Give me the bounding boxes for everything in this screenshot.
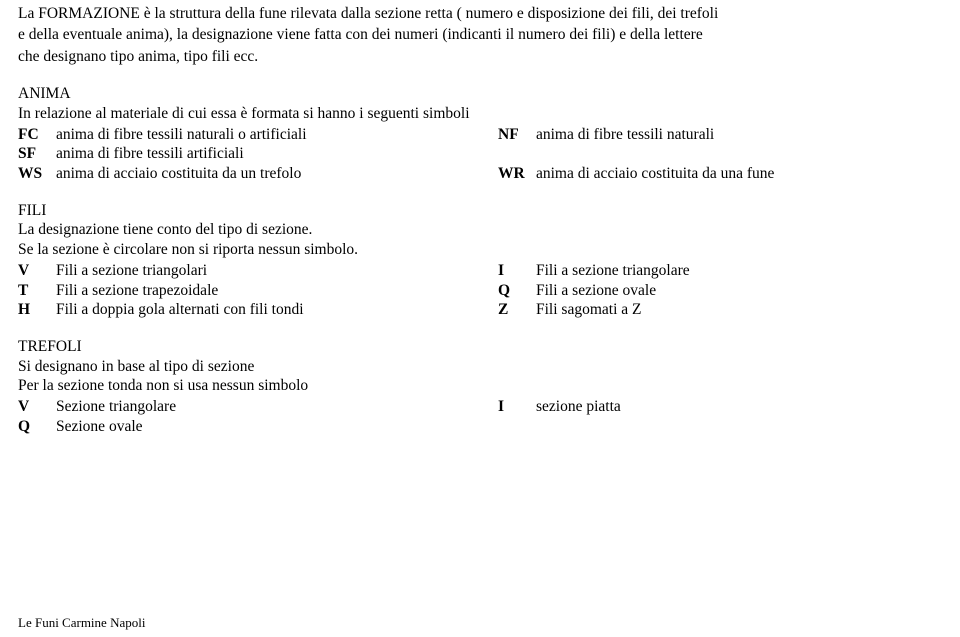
anima-row: WR anima di acciaio costituita da una fu…	[498, 164, 942, 183]
anima-row: FC anima di fibre tessili naturali o art…	[18, 125, 498, 144]
anima-left-col: FC anima di fibre tessili naturali o art…	[18, 125, 498, 183]
code-z: Z	[498, 300, 536, 319]
trefoli-row: Q Sezione ovale	[18, 417, 498, 436]
fili-row: H Fili a doppia gola alternati con fili …	[18, 300, 498, 319]
desc-nf: anima di fibre tessili naturali	[536, 125, 942, 144]
fili-line-1: La designazione tiene conto del tipo di …	[18, 220, 942, 239]
trefoli-row: V Sezione triangolare	[18, 397, 498, 416]
code-v2: V	[18, 397, 56, 416]
trefoli-left-col: V Sezione triangolare Q Sezione ovale	[18, 397, 498, 436]
anima-row: SF anima di fibre tessili artificiali	[18, 144, 498, 163]
anima-sub: In relazione al materiale di cui essa è …	[18, 104, 942, 123]
fili-row: Z Fili sagomati a Z	[498, 300, 942, 319]
fili-row: V Fili a sezione triangolari	[18, 261, 498, 280]
anima-row: WS anima di acciaio costituita da un tre…	[18, 164, 498, 183]
desc-wr: anima di acciaio costituita da una fune	[536, 164, 942, 183]
footer: Le Funi Carmine Napoli	[18, 615, 145, 631]
fili-row: I Fili a sezione triangolare	[498, 261, 942, 280]
code-empty	[498, 144, 536, 163]
fili-title: FILI	[18, 201, 942, 220]
trefoli-line-2: Per la sezione tonda non si usa nessun s…	[18, 376, 942, 395]
trefoli-row: I sezione piatta	[498, 397, 942, 416]
intro-line-3: che designano tipo anima, tipo fili ecc.	[18, 47, 942, 66]
code-v: V	[18, 261, 56, 280]
anima-right-col: NF anima di fibre tessili naturali WR an…	[498, 125, 942, 183]
fili-row: Q Fili a sezione ovale	[498, 281, 942, 300]
page: La FORMAZIONE è la struttura della fune …	[0, 0, 960, 637]
anima-row	[498, 144, 942, 163]
desc-empty2	[536, 417, 942, 436]
anima-title: ANIMA	[18, 84, 942, 103]
trefoli-right-col: I sezione piatta	[498, 397, 942, 436]
code-sf: SF	[18, 144, 56, 163]
trefoli-table: V Sezione triangolare Q Sezione ovale I …	[18, 397, 942, 436]
desc-ws: anima di acciaio costituita da un trefol…	[56, 164, 498, 183]
desc-empty	[536, 144, 942, 163]
code-fc: FC	[18, 125, 56, 144]
code-t: T	[18, 281, 56, 300]
code-h: H	[18, 300, 56, 319]
desc-v2: Sezione triangolare	[56, 397, 498, 416]
desc-v: Fili a sezione triangolari	[56, 261, 498, 280]
fili-line-2: Se la sezione è circolare non si riporta…	[18, 240, 942, 259]
desc-h: Fili a doppia gola alternati con fili to…	[56, 300, 498, 319]
trefoli-line-1: Si designano in base al tipo di sezione	[18, 357, 942, 376]
desc-q: Fili a sezione ovale	[536, 281, 942, 300]
desc-i: Fili a sezione triangolare	[536, 261, 942, 280]
fili-left-col: V Fili a sezione triangolari T Fili a se…	[18, 261, 498, 319]
code-ws: WS	[18, 164, 56, 183]
trefoli-row	[498, 417, 942, 436]
anima-row: NF anima di fibre tessili naturali	[498, 125, 942, 144]
trefoli-title: TREFOLI	[18, 337, 942, 356]
anima-table: FC anima di fibre tessili naturali o art…	[18, 125, 942, 183]
fili-table: V Fili a sezione triangolari T Fili a se…	[18, 261, 942, 319]
desc-z: Fili sagomati a Z	[536, 300, 942, 319]
code-q2: Q	[18, 417, 56, 436]
fili-right-col: I Fili a sezione triangolare Q Fili a se…	[498, 261, 942, 319]
code-wr: WR	[498, 164, 536, 183]
desc-q2: Sezione ovale	[56, 417, 498, 436]
code-nf: NF	[498, 125, 536, 144]
code-empty2	[498, 417, 536, 436]
desc-i2: sezione piatta	[536, 397, 942, 416]
desc-t: Fili a sezione trapezoidale	[56, 281, 498, 300]
code-i: I	[498, 261, 536, 280]
fili-row: T Fili a sezione trapezoidale	[18, 281, 498, 300]
desc-fc: anima di fibre tessili naturali o artifi…	[56, 125, 498, 144]
intro-line-1: La FORMAZIONE è la struttura della fune …	[18, 4, 942, 23]
code-i2: I	[498, 397, 536, 416]
desc-sf: anima di fibre tessili artificiali	[56, 144, 498, 163]
code-q: Q	[498, 281, 536, 300]
intro-line-2: e della eventuale anima), la designazion…	[18, 25, 942, 44]
